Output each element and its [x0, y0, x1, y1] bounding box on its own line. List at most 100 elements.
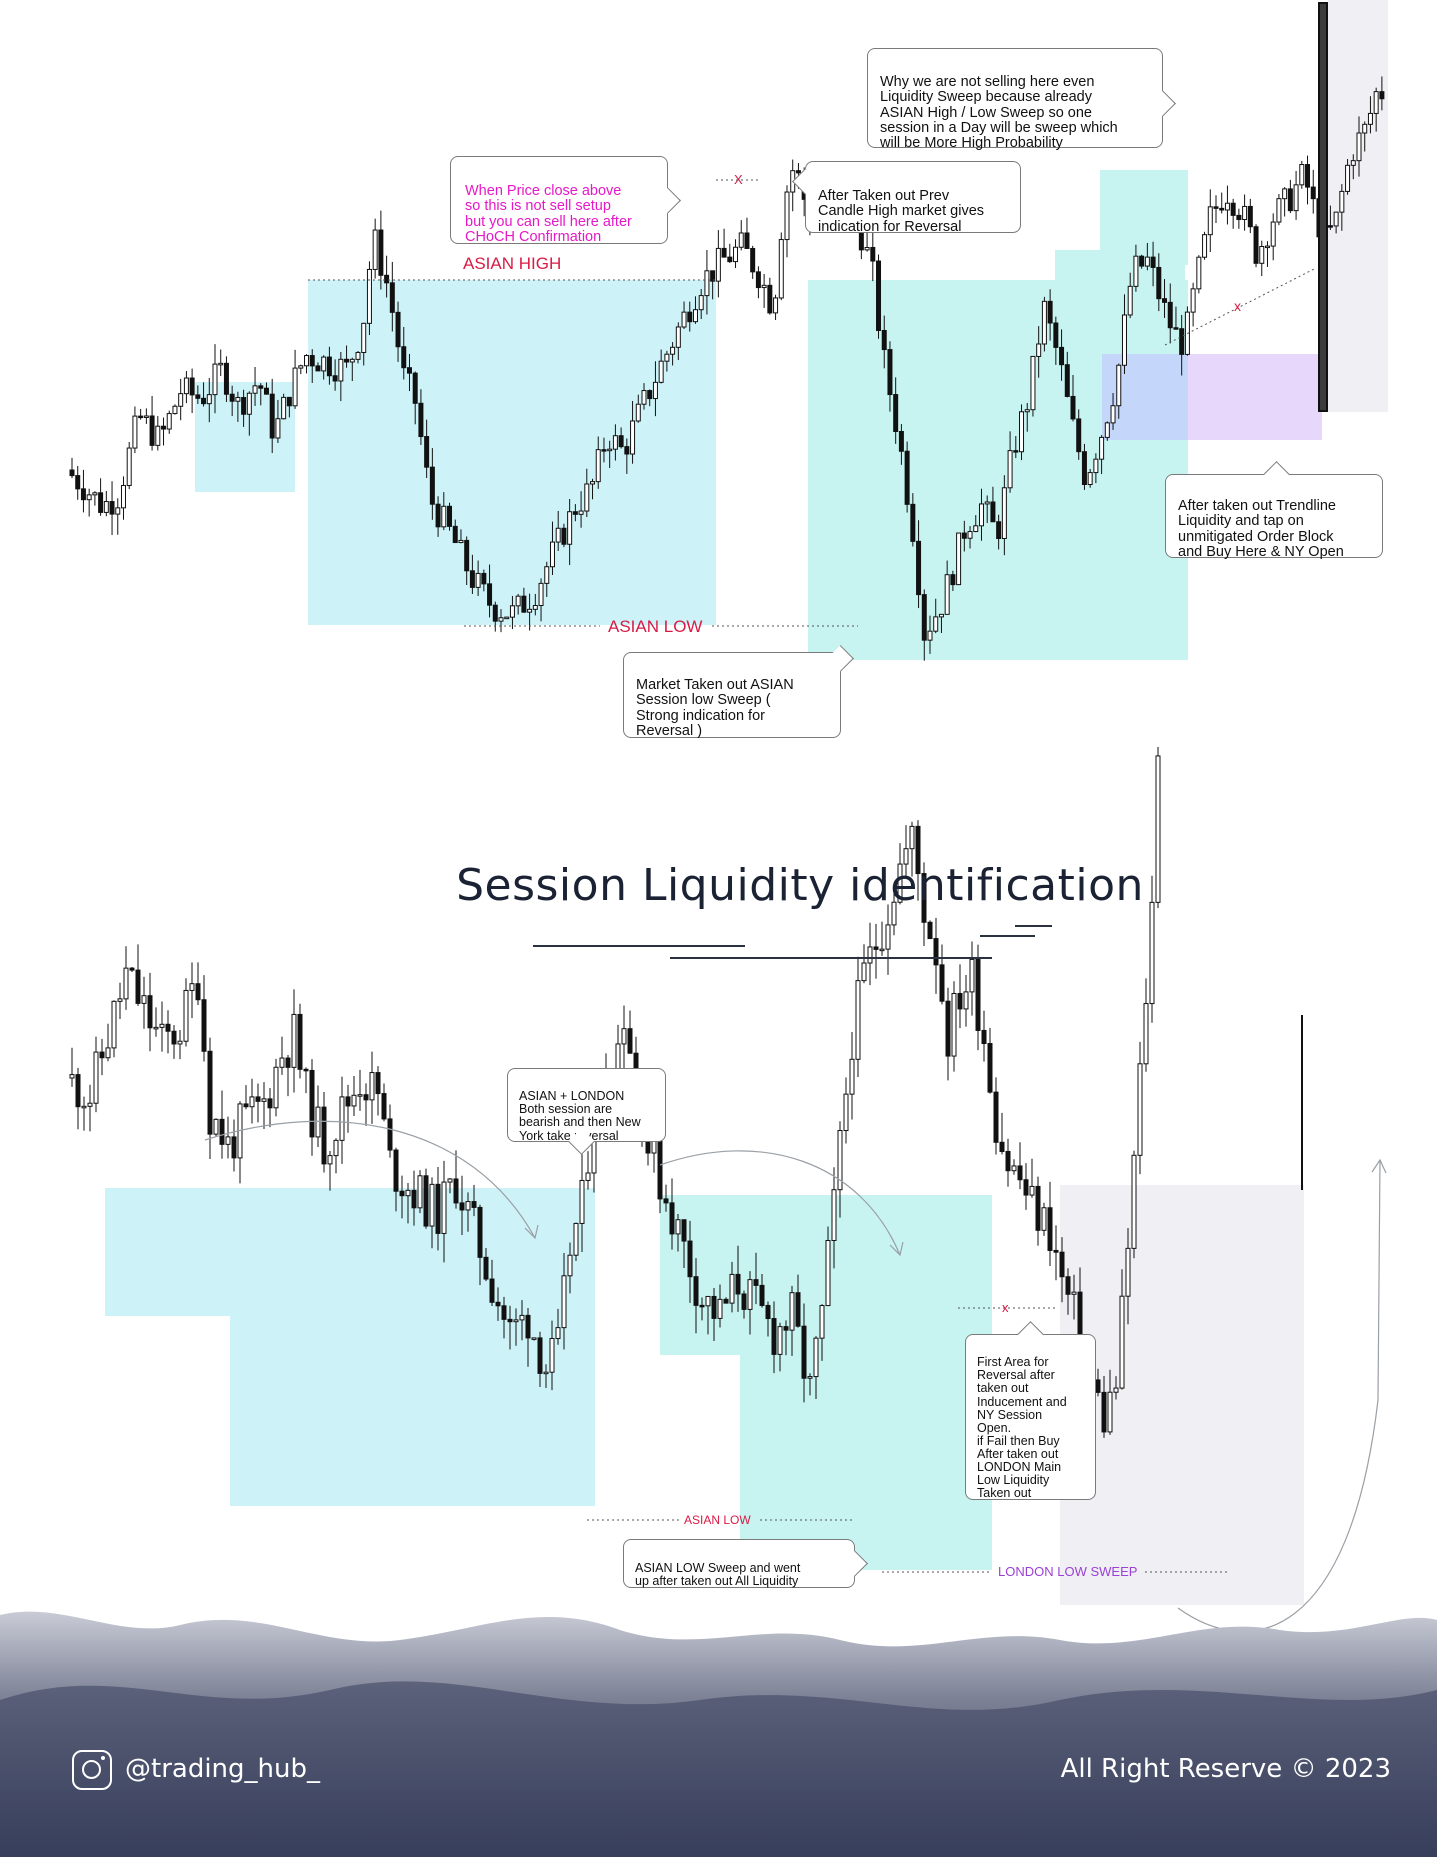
candle — [607, 440, 613, 468]
candle-body-bear — [231, 1136, 237, 1159]
candle-body-bull — [298, 365, 304, 369]
candle — [459, 1175, 465, 1235]
candle-body-bear — [647, 390, 653, 400]
candle — [652, 361, 658, 417]
candle — [1059, 329, 1065, 381]
candle — [269, 378, 275, 454]
candle-body-bear — [309, 1069, 315, 1138]
candle — [704, 250, 710, 315]
candle — [435, 1166, 441, 1251]
candle-body-bull — [651, 1140, 657, 1154]
candle-body-bear — [961, 532, 967, 539]
candle — [1076, 409, 1082, 460]
candle — [1023, 1163, 1029, 1210]
candle — [670, 342, 676, 366]
candle — [515, 593, 521, 615]
candle — [1053, 316, 1059, 365]
callout-first-area-text: First Area for Reversal after taken out … — [977, 1355, 1067, 1501]
asian-zone-b — [308, 280, 716, 625]
candle-body-bull — [1116, 364, 1122, 407]
candle-body-bull — [944, 574, 950, 615]
candle — [753, 1252, 759, 1305]
candle-body-bear — [657, 1140, 663, 1200]
candle — [401, 326, 407, 380]
candle — [555, 510, 561, 551]
candle-body-bull — [1350, 160, 1356, 166]
instagram-icon[interactable] — [72, 1750, 112, 1790]
candle — [1099, 435, 1105, 475]
candle-body-bull — [675, 326, 681, 348]
candle — [538, 578, 544, 622]
candle-body-bull — [927, 630, 933, 641]
callout-trendline-text: After taken out Trendline Liquidity and … — [1178, 498, 1344, 560]
arrow-reversal — [1177, 1159, 1381, 1633]
candle-body-bear — [483, 1256, 489, 1280]
candle — [1121, 294, 1127, 374]
candle-body-bull — [729, 1273, 735, 1304]
candle-body-bear — [399, 1190, 405, 1197]
callout-asian-low-sweep-text: Market Taken out ASIAN Session low Sweep… — [636, 677, 794, 739]
candle — [904, 441, 910, 513]
candle — [1282, 187, 1288, 217]
candle-body-bear — [783, 1326, 789, 1331]
candle — [321, 355, 327, 380]
candle — [664, 350, 670, 372]
footer-handle[interactable]: @trading_hub_ — [125, 1754, 320, 1784]
candle — [773, 294, 779, 321]
candle — [993, 1077, 999, 1155]
candle-body-bull — [879, 948, 885, 952]
candle-body-bull — [153, 1026, 159, 1030]
candle — [1350, 154, 1356, 180]
candle-body-bear — [915, 825, 921, 875]
candle — [384, 255, 390, 298]
callout-why-not-sell-text: Why we are not selling here even Liquidi… — [880, 74, 1118, 152]
candle-body-bull — [670, 346, 676, 355]
candle-body-bear — [1059, 1251, 1065, 1278]
candle — [326, 346, 332, 385]
candle — [721, 228, 727, 258]
candle — [75, 466, 81, 500]
candle — [357, 1069, 363, 1111]
candle — [579, 1150, 585, 1253]
candle-body-bear — [1065, 1276, 1071, 1295]
candle — [363, 1083, 369, 1126]
candle-body-bear — [759, 1284, 765, 1306]
candle-body-bear — [243, 1103, 249, 1108]
candle — [447, 502, 453, 531]
candle-body-bear — [138, 415, 144, 419]
candle — [705, 1295, 711, 1335]
candle — [1230, 198, 1236, 229]
arrow-asian-head — [524, 1224, 539, 1240]
candle — [759, 1274, 765, 1308]
candle — [303, 1067, 309, 1094]
candle-body-bull — [1293, 184, 1299, 212]
candle — [819, 1304, 825, 1361]
candle-body-bear — [987, 1043, 993, 1093]
candle — [213, 1118, 219, 1137]
candle-body-bull — [281, 396, 287, 420]
candle-body-bear — [561, 527, 567, 545]
candle — [98, 478, 104, 516]
candle-body-bear — [149, 415, 155, 446]
london-zone-c — [1100, 170, 1188, 265]
candle-body-bull — [652, 381, 658, 400]
candle-body-bull — [849, 1058, 855, 1095]
candle — [1287, 179, 1293, 214]
candle-body-bull — [1093, 458, 1099, 474]
candle-body-bear — [1035, 1185, 1041, 1231]
candle — [375, 1066, 381, 1116]
candle — [1071, 1274, 1077, 1320]
candle-body-bear — [910, 503, 916, 542]
candle — [344, 345, 350, 368]
candle — [1345, 159, 1351, 195]
candle — [783, 1320, 789, 1356]
candle-body-bull — [235, 397, 241, 402]
candle — [1293, 170, 1299, 220]
candle-body-bull — [584, 483, 590, 512]
candle — [366, 261, 372, 336]
candle-body-bear — [285, 1057, 291, 1068]
candle — [435, 496, 441, 537]
ny-zone — [1328, 0, 1388, 412]
candle — [967, 526, 973, 549]
candle-body-bull — [93, 1051, 99, 1104]
